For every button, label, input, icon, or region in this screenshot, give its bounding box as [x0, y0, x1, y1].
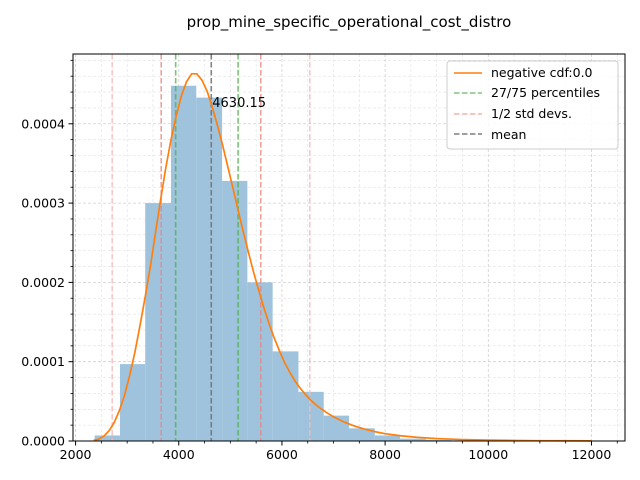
x-tick-label: 2000 [60, 447, 92, 462]
legend-label-percentiles: 27/75 percentiles [491, 85, 600, 100]
y-tick-label: 0.0003 [21, 196, 65, 211]
y-axis: 0.0000 0.0001 0.0002 0.0003 0.0004 [21, 59, 73, 449]
histogram-bar [425, 439, 452, 441]
histogram-bar [400, 438, 426, 441]
mean-annotation: 4630.15 [212, 96, 266, 111]
legend-box [446, 60, 619, 150]
histogram-bar [298, 391, 324, 441]
y-tick-label: 0.0001 [21, 354, 65, 369]
histogram-bar [222, 180, 248, 441]
x-tick-label: 12000 [572, 447, 612, 462]
legend-label-std: 1/2 std devs. [491, 106, 572, 121]
x-tick-label: 8000 [369, 447, 401, 462]
histogram-bar [171, 85, 197, 441]
legend-label-curve: negative cdf:0.0 [491, 65, 593, 80]
histogram-bar [374, 435, 401, 441]
density-curve-line [93, 72, 592, 442]
histogram-bar [145, 203, 172, 441]
plot-frame [72, 53, 626, 442]
y-tick-label: 0.0002 [21, 275, 65, 290]
y-tick-label: 0.0004 [21, 116, 65, 131]
histogram-bar [119, 364, 146, 441]
reference-lines [111, 54, 311, 441]
histogram-bar [94, 435, 120, 441]
x-axis: 2000 4000 6000 8000 10000 12000 [60, 441, 618, 462]
x-tick-label: 4000 [163, 447, 195, 462]
x-tick-label: 10000 [468, 447, 508, 462]
legend: negative cdf:0.0 27/75 percentiles 1/2 s… [446, 60, 619, 150]
chart-title: prop_mine_specific_operational_cost_dist… [187, 13, 512, 32]
density-curve [93, 72, 592, 442]
histogram-bar [196, 97, 223, 441]
histogram-bar [349, 428, 375, 441]
y-tick-label: 0.0000 [21, 434, 65, 449]
histogram-bar [272, 351, 299, 441]
legend-label-mean: mean [491, 127, 526, 142]
x-tick-label: 6000 [266, 447, 298, 462]
histogram-bar [323, 415, 349, 441]
